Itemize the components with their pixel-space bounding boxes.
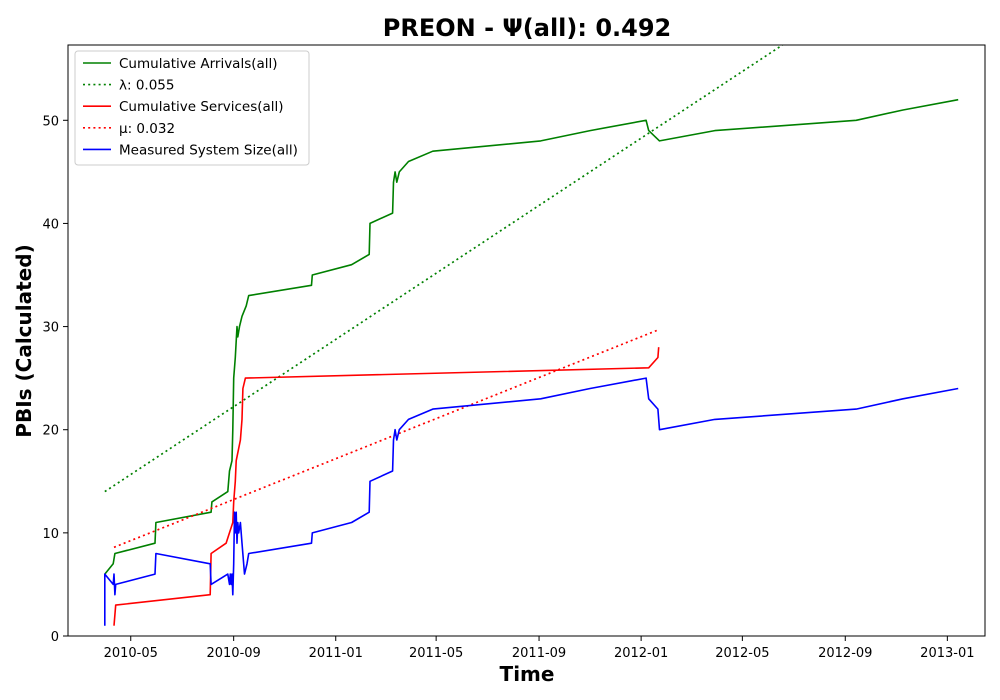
x-axis-title: Time <box>500 662 555 686</box>
chart-title: PREON - Ψ(all): 0.492 <box>383 14 671 42</box>
x-tick-label: 2011-01 <box>309 646 363 661</box>
series-line-arrivals <box>104 98 959 575</box>
y-axis: 0 10 20 30 40 50 <box>42 114 68 645</box>
y-tick-label: 30 <box>42 321 59 336</box>
x-tick-label: 2010-09 <box>206 646 260 661</box>
axes-frame <box>67 44 986 637</box>
y-tick-label: 40 <box>42 217 59 232</box>
x-tick-label: 2012-09 <box>818 646 872 661</box>
x-tick-label: 2013-01 <box>920 646 974 661</box>
x-tick-label: 2012-01 <box>614 646 668 661</box>
legend-label-arrivals: Cumulative Arrivals(all) <box>119 56 278 72</box>
legend-box <box>74 50 310 166</box>
legend: Cumulative Arrivals(all) λ: 0.055 Cumulati… <box>74 50 310 166</box>
x-axis: 2010-05 2010-09 2011-01 2011-05 2011-09 2012-… <box>104 636 975 661</box>
series-line-system-size <box>104 377 959 626</box>
legend-label-system-size: Measured System Size(all) <box>119 142 298 158</box>
y-axis-title: PBIs (Calculated) <box>12 244 36 437</box>
x-tick-label: 2011-09 <box>512 646 566 661</box>
x-tick-label: 2010-05 <box>104 646 158 661</box>
plot-area <box>104 45 959 626</box>
y-tick-label: 0 <box>51 630 59 645</box>
x-tick-label: 2012-05 <box>715 646 769 661</box>
legend-label-services: Cumulative Services(all) <box>119 99 284 115</box>
x-tick-label: 2011-05 <box>409 646 463 661</box>
legend-label-mu: μ: 0.032 <box>119 121 175 137</box>
legend-label-lambda: λ: 0.055 <box>119 78 174 94</box>
y-tick-label: 50 <box>42 114 59 129</box>
series-line-lambda <box>104 45 783 493</box>
y-tick-label: 20 <box>42 424 59 439</box>
y-tick-label: 10 <box>42 527 59 542</box>
